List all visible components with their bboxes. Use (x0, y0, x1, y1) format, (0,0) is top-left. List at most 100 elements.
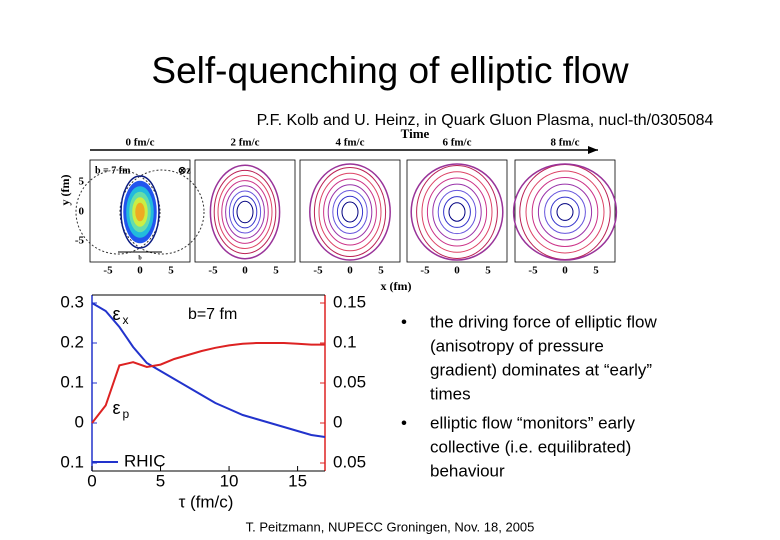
flow-contour (448, 202, 466, 222)
y2-tick-label: 0.15 (333, 292, 366, 311)
time-label: 0 fm/c (125, 137, 154, 149)
flow-contour (550, 196, 580, 228)
y-tick-label: 0.1 (60, 452, 84, 471)
panel-frame (299, 159, 401, 263)
panel-frame (514, 159, 616, 263)
time-label: 4 fm/c (335, 137, 364, 149)
bullet-text: gradient) dominates at “early” (430, 360, 652, 379)
flow-contour (410, 163, 504, 261)
bullet-dot: • (401, 413, 407, 432)
contour-y-tick: 0 (79, 206, 85, 218)
flow-contour (232, 195, 258, 229)
contour-x-tick: 5 (273, 265, 279, 277)
x-tick-label: 0 (87, 471, 96, 490)
y-axis-label: y (fm) (58, 175, 72, 206)
flow-contour (217, 175, 273, 249)
series-line (91, 342, 325, 424)
flow-contour (437, 189, 477, 235)
b-marker: b (138, 255, 142, 261)
flow-contour (544, 190, 586, 234)
flow-contour (426, 177, 488, 247)
impact-label: b = 7 fm (95, 165, 131, 176)
flow-contour (225, 185, 265, 239)
flow-contour (416, 165, 498, 259)
time-label: 8 fm/c (550, 137, 579, 149)
bullet-text: times (430, 384, 471, 403)
x-tick-label: 10 (220, 471, 239, 490)
contour-x-tick: 5 (485, 265, 491, 277)
y-tick-label: 0 (75, 412, 84, 431)
y-tick-label: 0.2 (60, 332, 84, 351)
flow-contour (531, 177, 599, 247)
flow-contour (213, 169, 277, 255)
bullet-text: elliptic flow “monitors” early (430, 413, 635, 432)
flow-contour (228, 190, 262, 234)
nucleus (75, 169, 161, 255)
flow-contour (209, 164, 281, 260)
bullet-text: collective (i.e. equilibrated) (430, 437, 631, 456)
x-tick-label: 15 (288, 471, 307, 490)
flow-contour (556, 203, 574, 221)
contour-x-tick: 5 (378, 265, 384, 277)
contour-y-tick: 5 (79, 176, 85, 188)
flow-contour (221, 180, 269, 244)
y2-tick-label: 0.05 (333, 372, 366, 391)
flow-contour (443, 196, 471, 228)
panel-frame (406, 159, 508, 263)
bullet-dot: • (401, 312, 407, 331)
contour-x-tick: -5 (103, 265, 113, 277)
contour-x-tick: -5 (528, 265, 538, 277)
slide-title: Self-quenching of elliptic flow (151, 50, 628, 91)
subtitle: P.F. Kolb and U. Heinz, in Quark Gluon P… (257, 112, 714, 129)
time-label: 6 fm/c (442, 137, 471, 149)
flow-contour (525, 170, 605, 254)
contour-x-tick: -5 (208, 265, 218, 277)
time-label: 2 fm/c (230, 137, 259, 149)
bullet-text: behaviour (430, 461, 505, 480)
overlap-contour (135, 202, 145, 222)
annotation-subscript: x (123, 313, 129, 327)
y2-tick-label: 0.1 (333, 332, 357, 351)
annotation-symbol: ε (113, 398, 121, 418)
flow-contour (336, 195, 364, 229)
panel-frame (194, 159, 296, 263)
flow-contour (327, 184, 373, 240)
contour-x-tick: 0 (137, 265, 143, 277)
flow-contour (332, 190, 368, 234)
contour-x-tick: 0 (454, 265, 460, 277)
y2-tick-label: 0.05 (333, 452, 366, 471)
flow-contour (341, 201, 359, 223)
time-axis-label: Time (401, 126, 430, 141)
nucleus (119, 169, 205, 255)
contour-x-tick: 5 (593, 265, 599, 277)
flow-contour (313, 167, 387, 257)
x-tick-label: 5 (156, 471, 165, 490)
y-tick-label: 0.3 (60, 292, 84, 311)
overlap-contour (120, 175, 160, 249)
series-line (91, 302, 326, 438)
bullet-text: the driving force of elliptic flow (430, 312, 657, 331)
contour-x-tick: 0 (347, 265, 353, 277)
legend-label: RHIC (124, 451, 166, 470)
flow-contour (519, 164, 611, 260)
contour-y-tick: -5 (75, 235, 85, 247)
contour-x-tick: 5 (168, 265, 174, 277)
contour-x-tick: -5 (420, 265, 430, 277)
flow-contour (323, 178, 377, 246)
flow-contour (512, 163, 618, 261)
y2-tick-label: 0 (333, 412, 342, 431)
contour-x-tick: -5 (313, 265, 323, 277)
flow-contour (537, 183, 593, 241)
bullet-text: (anisotropy of pressure (430, 336, 604, 355)
flow-contour (318, 172, 382, 252)
time-arrow-head (588, 146, 598, 154)
annotation-symbol: ε (113, 304, 121, 324)
beam-label: ⊗z (178, 165, 191, 176)
annotation-subscript: p (123, 407, 130, 421)
flow-contour (432, 183, 482, 241)
contour-x-tick: 0 (242, 265, 248, 277)
contour-x-tick: 0 (562, 265, 568, 277)
flow-contour (309, 163, 391, 261)
panel-frame (89, 159, 191, 263)
